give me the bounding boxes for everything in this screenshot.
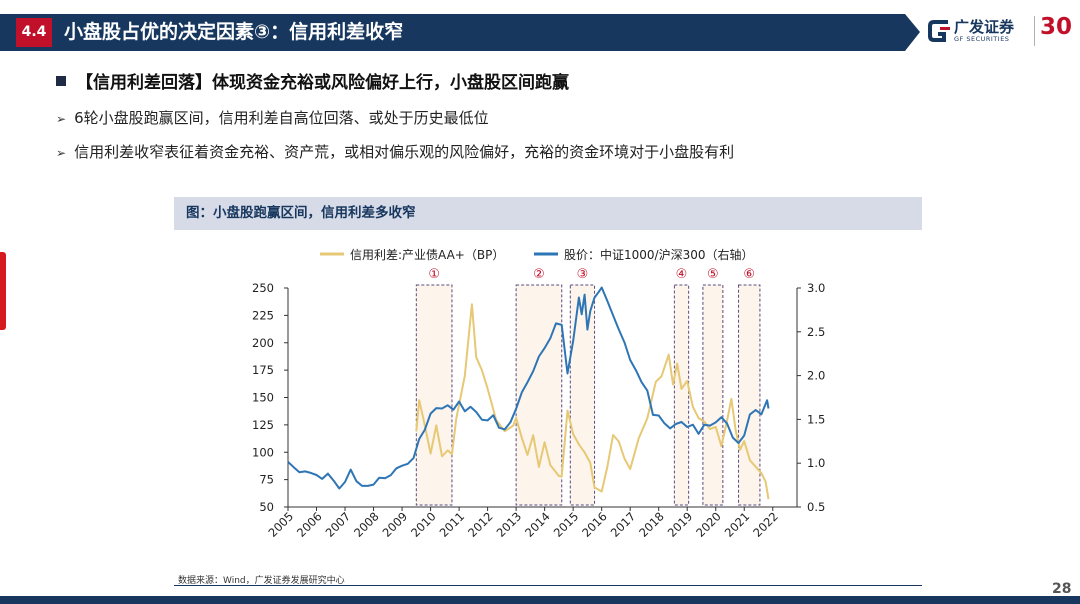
x-tick-label: 2007 <box>323 509 354 540</box>
data-source-note: 数据来源：Wind，广发证券发展研究中心 <box>178 576 345 586</box>
region-label-1: ① <box>428 267 440 282</box>
x-tick-label: 2015 <box>551 509 582 540</box>
x-tick-label: 2021 <box>722 509 753 540</box>
region-label-5: ⑤ <box>707 267 719 282</box>
page-title: 小盘股占优的决定因素③：信用利差收窄 <box>64 21 404 43</box>
right-tick-label: 2.5 <box>807 325 825 339</box>
x-tick-label: 2009 <box>380 509 411 540</box>
sub-bullet-1: ➢ 6轮小盘股跑赢区间，信用利差自高位回落、或处于历史最低位 <box>56 107 489 128</box>
left-tick-label: 175 <box>252 363 274 377</box>
left-tick-label: 250 <box>252 281 274 295</box>
gf-logo-icon <box>928 20 950 42</box>
x-tick-label: 2019 <box>665 509 696 540</box>
x-tick-label: 2011 <box>437 509 468 540</box>
region-label-3: ③ <box>577 267 589 282</box>
x-tick-label: 2012 <box>465 509 496 540</box>
anniversary-badge: 30 <box>1040 14 1073 40</box>
figure-title-bar: 图：小盘股跑赢区间，信用利差多收窄 <box>174 197 922 230</box>
left-tick-label: 75 <box>259 473 274 487</box>
x-tick-label: 2013 <box>494 509 525 540</box>
section-number-badge: 4.4 <box>16 18 52 47</box>
left-tick-label: 200 <box>252 336 274 350</box>
x-tick-label: 2022 <box>750 509 781 540</box>
page-number: 28 <box>1052 581 1072 597</box>
right-tick-label: 2.0 <box>807 369 825 383</box>
left-tick-label: 100 <box>252 445 274 459</box>
footer-bar <box>0 596 1080 604</box>
x-tick-label: 2014 <box>522 509 553 540</box>
x-tick-label: 2016 <box>579 509 610 540</box>
x-tick-label: 2008 <box>351 509 382 540</box>
main-bullet-text: 【信用利差回落】体现资金充裕或风险偏好上行，小盘股区间跑赢 <box>76 73 569 93</box>
logo-english-name: GF SECURITIES <box>954 35 1010 43</box>
left-tick-label: 150 <box>252 391 274 405</box>
x-tick-label: 2010 <box>408 509 439 540</box>
logo-chinese-name: 广发证券 <box>954 18 1015 36</box>
right-tick-label: 0.5 <box>807 500 825 514</box>
company-logo: 广发证券 GF SECURITIES 30 <box>926 12 1076 52</box>
arrow-bullet-icon: ➢ <box>56 112 67 126</box>
x-tick-label: 2017 <box>608 509 639 540</box>
highlight-region-5 <box>702 284 724 506</box>
series-line-size-ratio <box>287 286 770 490</box>
region-label-6: ⑥ <box>743 267 755 282</box>
series-line-credit-spread <box>415 303 770 500</box>
right-tick-label: 3.0 <box>807 281 825 295</box>
arrow-bullet-icon: ➢ <box>56 146 67 160</box>
legend-label-ratio: 股价：中证1000/沪深300（右轴） <box>564 247 754 262</box>
x-tick-label: 2020 <box>693 509 724 540</box>
title-bar: 4.4 小盘股占优的决定因素③：信用利差收窄 <box>0 14 920 51</box>
x-tick-label: 2018 <box>636 509 667 540</box>
sub-bullet-2: ➢ 信用利差收窄表征着资金充裕、资产荒，或相对偏乐观的风险偏好，充裕的资金环境对于… <box>56 141 734 162</box>
right-tick-label: 1.5 <box>807 412 825 426</box>
left-tick-label: 125 <box>252 418 274 432</box>
region-label-2: ② <box>533 267 545 282</box>
source-divider <box>174 585 922 586</box>
x-tick-label: 2006 <box>294 509 325 540</box>
highlight-region-4 <box>673 284 690 506</box>
sub-bullet-2-text: 信用利差收窄表征着资金充裕、资产荒，或相对偏乐观的风险偏好，充裕的资金环境对于小… <box>74 143 735 161</box>
title-bar-background <box>0 14 920 51</box>
highlight-region-1 <box>415 284 453 506</box>
region-label-4: ④ <box>676 267 688 282</box>
square-bullet-icon <box>56 76 66 86</box>
chart-legend: 信用利差:产业债AA+（BP） 股价：中证1000/沪深300（右轴） <box>320 247 754 262</box>
left-tick-label: 50 <box>259 500 274 514</box>
logo-divider <box>1034 16 1035 46</box>
figure-title: 图：小盘股跑赢区间，信用利差多收窄 <box>186 205 416 221</box>
main-bullet: 【信用利差回落】体现资金充裕或风险偏好上行，小盘股区间跑赢 <box>56 68 569 93</box>
left-tick-label: 225 <box>252 308 274 322</box>
highlight-region-6 <box>738 284 761 506</box>
right-tick-label: 1.0 <box>807 456 825 470</box>
sub-bullet-1-text: 6轮小盘股跑赢区间，信用利差自高位回落、或处于历史最低位 <box>74 109 489 127</box>
legend-label-spread: 信用利差:产业债AA+（BP） <box>350 248 504 262</box>
side-tab-marker <box>0 252 6 330</box>
